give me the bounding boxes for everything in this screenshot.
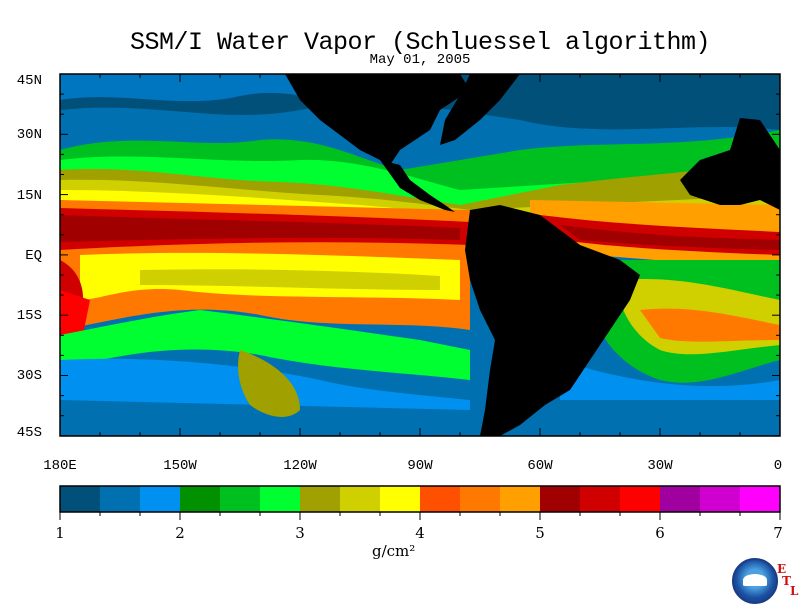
- colorbar-swatch: [100, 486, 141, 512]
- colorbar-tick-1: 1: [55, 524, 65, 542]
- colorbar-swatch: [140, 486, 181, 512]
- lon-label-30w: 30W: [647, 458, 673, 474]
- colorbar-tick-4: 4: [415, 524, 425, 542]
- colorbar-tick-3: 3: [295, 524, 305, 542]
- lat-label-eq: EQ: [25, 248, 42, 264]
- colorbar-tick-7: 7: [773, 524, 783, 542]
- lat-label-45n: 45N: [16, 73, 42, 89]
- lon-label-0: 0: [773, 458, 783, 474]
- lon-label-150w: 150W: [163, 458, 197, 474]
- etl-letter-e: E: [777, 562, 787, 576]
- colorbar-swatch: [580, 486, 621, 512]
- map-date: May 01, 2005: [369, 52, 471, 68]
- lat-label-15s: 15S: [16, 308, 42, 324]
- colorbar-swatch: [740, 486, 781, 512]
- colorbar-swatch: [340, 486, 381, 512]
- colorbar-tick-5: 5: [535, 524, 545, 542]
- lat-label-30n: 30N: [16, 127, 42, 143]
- colorbar-swatch: [700, 486, 741, 512]
- colorbar-swatch: [220, 486, 261, 512]
- colorbar-tick-6: 6: [655, 524, 665, 542]
- lat-label-30s: 30S: [16, 368, 42, 384]
- noaa-logo: [732, 558, 778, 604]
- colorbar-swatch: [660, 486, 701, 512]
- colorbar-swatch: [620, 486, 661, 512]
- lon-label-180e: 180E: [43, 458, 77, 474]
- colorbar-swatch: [500, 486, 541, 512]
- colorbar-swatch: [460, 486, 501, 512]
- lon-label-90w: 90W: [407, 458, 433, 474]
- colorbar-units: g/cm²: [372, 542, 416, 560]
- map-field: [60, 74, 780, 436]
- colorbar-swatch: [540, 486, 581, 512]
- lon-label-120w: 120W: [283, 458, 317, 474]
- lon-label-60w: 60W: [527, 458, 553, 474]
- colorbar-swatch: [180, 486, 221, 512]
- colorbar-swatch: [260, 486, 301, 512]
- map-title: SSM/I Water Vapor (Schluessel algorithm): [129, 28, 711, 57]
- etl-letter-l: L: [790, 584, 799, 598]
- colorbar-swatch: [380, 486, 421, 512]
- bird-icon: [743, 574, 767, 586]
- colorbar-swatch: [420, 486, 461, 512]
- lat-label-15n: 15N: [16, 188, 42, 204]
- lat-label-45s: 45S: [16, 425, 42, 441]
- etl-letter-t: T: [782, 574, 791, 588]
- colorbar-swatch: [300, 486, 341, 512]
- colorbar-swatch: [60, 486, 101, 512]
- colorbar-tick-2: 2: [175, 524, 185, 542]
